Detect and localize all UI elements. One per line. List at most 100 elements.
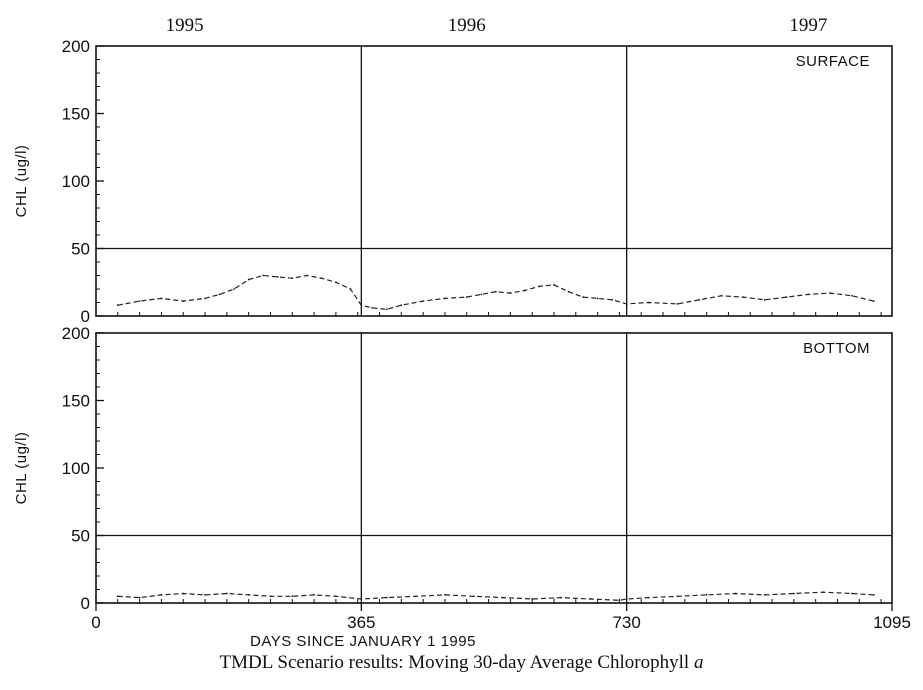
- chl-data-point: [444, 297, 446, 300]
- y-tick-label: 200: [62, 324, 90, 343]
- chl-data-point: [182, 592, 185, 595]
- chl-data-point: [360, 598, 363, 600]
- chl-data-point: [785, 296, 788, 298]
- chl-data-point: [502, 596, 504, 599]
- chl-data-point: [422, 300, 425, 303]
- x-tick-label: 730: [612, 613, 640, 632]
- y-tick-label: 200: [62, 37, 90, 56]
- chl-data-point: [305, 274, 308, 277]
- chl-series-line: [117, 591, 874, 601]
- chl-data-point: [291, 277, 294, 280]
- panel-label: SURFACE: [796, 53, 870, 70]
- chl-data-point: [792, 592, 795, 595]
- y-axis-label: CHL (ug/l): [13, 145, 30, 218]
- chl-data-point: [872, 594, 875, 596]
- chl-data-point: [494, 290, 497, 293]
- chl-data-point: [233, 288, 236, 290]
- chl-data-point: [313, 594, 315, 596]
- chl-data-point: [705, 594, 708, 596]
- y-tick-label: 100: [62, 459, 90, 478]
- surface-panel: 0 50 100 150 200 CHL (ug/l) SURFACE: [13, 37, 893, 326]
- chl-data-point: [269, 595, 272, 598]
- chl-data-point: [116, 304, 119, 307]
- chl-data-point: [647, 596, 650, 599]
- chl-data-point: [742, 296, 744, 298]
- y-axis-label: CHL (ug/l): [13, 432, 30, 505]
- chl-data-point: [465, 296, 468, 298]
- chl-data-point: [204, 297, 206, 300]
- year-label: 1996: [448, 15, 486, 36]
- chl-data-point: [218, 293, 221, 296]
- chl-series-line: [117, 274, 874, 310]
- figure-caption: TMDL Scenario results: Moving 30-day Ave…: [0, 652, 923, 674]
- chl-data-point: [334, 595, 337, 598]
- chl-data-point: [276, 275, 279, 278]
- chl-data-point: [851, 592, 853, 595]
- x-axis-label: DAYS SINCE JANUARY 1 1995: [250, 633, 476, 650]
- chl-data-point: [444, 594, 446, 596]
- chl-data-point: [414, 595, 417, 598]
- y-tick-label: 100: [62, 172, 90, 191]
- chl-data-point: [138, 596, 141, 599]
- x-tick-label: 365: [347, 613, 375, 632]
- chl-data-point: [225, 592, 228, 595]
- bottom-panel: 0 50 100 150 200 CHL (ug/l) BOTTOM: [13, 324, 893, 613]
- plot-frame: [95, 45, 893, 317]
- chl-data-point: [247, 278, 250, 281]
- chl-data-point: [763, 594, 766, 596]
- chl-data-point: [698, 298, 701, 301]
- chl-data-point: [531, 598, 534, 600]
- chl-data-point: [400, 304, 403, 307]
- chl-data-point: [509, 292, 512, 294]
- chl-data-point: [291, 595, 294, 598]
- chl-data-point: [676, 595, 679, 598]
- chl-data-point: [371, 307, 374, 309]
- chl-data-point: [262, 274, 265, 277]
- chl-data-point: [320, 277, 323, 280]
- chl-data-point: [138, 300, 141, 303]
- chl-data-point: [160, 297, 163, 300]
- chl-data-point: [349, 288, 352, 290]
- y-tick-label: 0: [81, 594, 90, 613]
- year-label: 1997: [789, 15, 827, 36]
- chl-data-point: [596, 297, 599, 300]
- caption-italic: a: [693, 652, 704, 673]
- chl-data-point: [160, 594, 163, 596]
- chl-data-point: [385, 308, 388, 311]
- chl-data-point: [618, 599, 621, 602]
- panel-label: BOTTOM: [803, 340, 870, 357]
- caption-text: TMDL Scenario results: Moving 30-day Ave…: [219, 652, 690, 673]
- chl-data-point: [734, 592, 737, 595]
- y-tick-label: 50: [71, 527, 90, 546]
- year-label: 1995: [166, 15, 204, 36]
- chl-data-point: [611, 298, 614, 301]
- chl-data-point: [872, 300, 875, 303]
- chl-data-point: [334, 281, 337, 284]
- chl-data-point: [360, 304, 363, 307]
- chl-data-point: [807, 293, 810, 296]
- chl-data-point: [822, 591, 824, 594]
- year-labels: 1995 1996 1997: [166, 15, 828, 36]
- chl-data-point: [480, 293, 483, 296]
- chl-data-point: [647, 301, 650, 304]
- y-tick-label: 150: [62, 392, 90, 411]
- chl-data-point: [676, 302, 679, 305]
- x-tick-label: 0: [91, 613, 100, 632]
- chl-data-point: [567, 290, 570, 293]
- chl-data-point: [625, 598, 628, 600]
- chl-data-point: [720, 294, 723, 297]
- x-axis: 0 365 730 1095: [91, 603, 911, 632]
- chl-data-point: [473, 595, 475, 598]
- chl-data-point: [851, 294, 853, 297]
- chl-data-point: [538, 285, 541, 288]
- y-tick-label: 150: [62, 105, 90, 124]
- chl-data-point: [625, 302, 628, 305]
- chl-data-point: [385, 596, 388, 599]
- plot-frame: [95, 332, 893, 604]
- chl-data-point: [582, 296, 584, 298]
- y-tick-label: 0: [81, 307, 90, 326]
- chl-data-point: [553, 284, 555, 286]
- chl-data-point: [247, 594, 250, 596]
- chl-data-point: [523, 289, 526, 292]
